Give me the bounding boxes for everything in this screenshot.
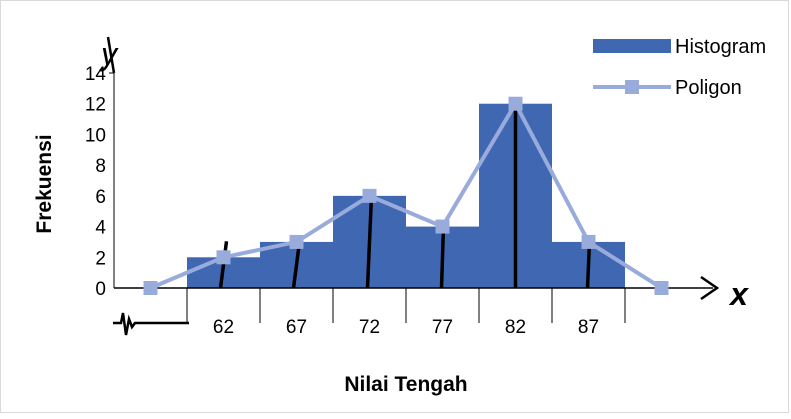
poligon-line (143, 96, 669, 295)
y-axis-symbol: y (99, 36, 119, 72)
poligon-point-72 (362, 188, 377, 203)
y-tick-label-4: 4 (95, 218, 106, 239)
y-axis-title: Frekuensi (33, 134, 56, 233)
poligon-path (149, 99, 663, 290)
y-tick-label-10: 10 (85, 125, 106, 146)
center-line-77 (439, 226, 446, 289)
legend-swatch-histogram (593, 39, 671, 53)
x-tick-label-62: 62 (213, 317, 234, 338)
x-axis-arrow-head (700, 275, 720, 301)
x-axis-symbol: x (728, 276, 749, 312)
y-tick-label-14: 14 (85, 64, 107, 85)
center-line-62 (218, 241, 229, 289)
bar-center-lines (218, 103, 592, 289)
axis-break-mark (113, 312, 189, 336)
histogram-bars (187, 103, 625, 288)
y-tick-label-6: 6 (95, 187, 106, 208)
legend-swatch-poligon-marker (625, 80, 639, 94)
x-tick-label-82: 82 (505, 317, 526, 338)
y-tick-label-0: 0 (95, 279, 106, 300)
poligon-point-62 (216, 250, 231, 265)
poligon-point-67 (289, 234, 304, 249)
legend: Histogram Poligon (593, 36, 766, 99)
y-tick-label-8: 8 (95, 156, 106, 177)
poligon-point-87 (581, 234, 596, 249)
x-tick-label-87: 87 (578, 317, 599, 338)
legend-label-histogram: Histogram (675, 36, 766, 58)
y-tick-labels: 0 2 4 6 8 10 12 14 (85, 64, 107, 300)
center-line-72 (365, 195, 374, 289)
x-axis-title: Nilai Tengah (344, 373, 467, 396)
y-tick-label-12: 12 (85, 95, 106, 116)
poligon-point-57 (143, 281, 158, 295)
x-tick-labels: 62 67 72 77 82 87 (213, 317, 599, 338)
axes (106, 36, 720, 323)
y-tick-label-2: 2 (95, 248, 106, 269)
poligon-point-92 (654, 281, 669, 295)
x-tick-label-77: 77 (432, 317, 453, 338)
legend-label-poligon: Poligon (675, 77, 742, 99)
y-axis-arrow-shaft (106, 36, 116, 74)
center-line-67 (291, 241, 302, 289)
poligon-point-77 (435, 219, 450, 234)
center-line-87 (585, 241, 592, 289)
x-tick-label-72: 72 (359, 317, 380, 338)
poligon-point-82 (508, 96, 523, 111)
x-tick-label-67: 67 (286, 317, 307, 338)
